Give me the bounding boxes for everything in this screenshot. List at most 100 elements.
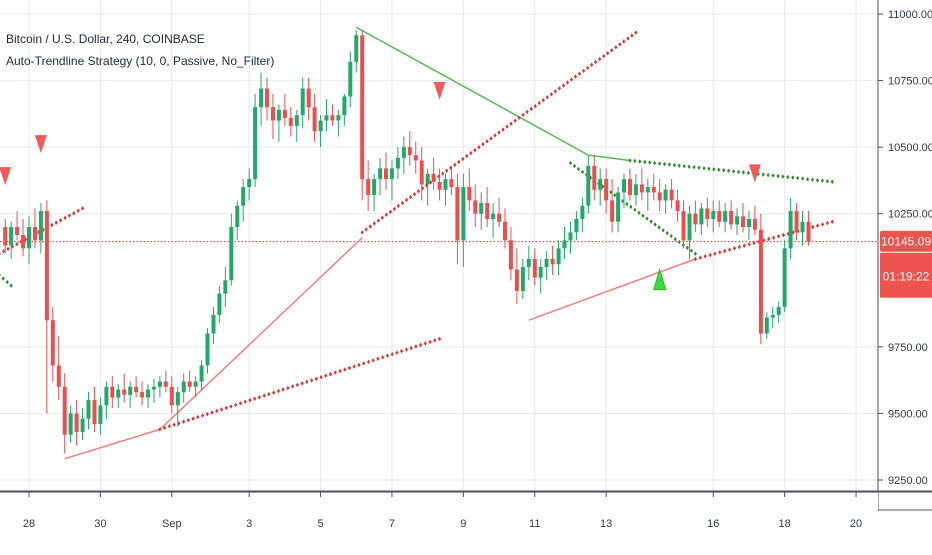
projection-dot-green	[643, 159, 647, 165]
price-tick-label: 9500.00	[888, 408, 928, 420]
projection-dot-red	[291, 384, 295, 389]
symbol-title[interactable]: Bitcoin / U.S. Dollar, 240, COINBASE	[6, 32, 205, 46]
time-tick-label: Sep	[162, 518, 182, 530]
projection-dot-red	[825, 220, 829, 226]
projection-dot-red	[737, 244, 741, 250]
projection-dot-red	[557, 86, 561, 91]
projection-dot-red	[395, 350, 399, 355]
projection-dot-red	[400, 348, 404, 354]
projection-dot-red	[517, 115, 521, 120]
candle-down	[163, 381, 168, 387]
projection-dot-red	[594, 59, 598, 65]
candle-down	[330, 115, 335, 121]
projection-dot-red	[229, 404, 233, 409]
projection-dot-red	[433, 338, 437, 343]
projection-dot-red	[372, 221, 376, 226]
projection-dot-green	[702, 166, 706, 171]
projection-dot-red	[390, 352, 394, 357]
projection-dot-red	[2, 249, 6, 254]
projection-dot-red	[582, 68, 586, 73]
candle-down	[360, 35, 365, 180]
candle-down	[503, 221, 507, 241]
projection-dot-green	[722, 168, 726, 173]
candle-down	[752, 219, 757, 230]
candle-down	[657, 192, 662, 201]
candle-down	[455, 187, 460, 241]
projection-dot-red	[409, 345, 413, 351]
projection-dot-green	[568, 160, 573, 166]
price-tick-label: 10750.00	[888, 76, 932, 88]
projection-dot-red	[626, 36, 630, 41]
projection-dot-red	[272, 390, 276, 395]
projection-dot-green	[629, 204, 633, 210]
projection-dot-red	[396, 203, 400, 209]
candle-up	[562, 240, 567, 249]
projection-dot-green	[637, 210, 641, 215]
projection-dot-red	[425, 183, 429, 188]
projection-dot-red	[219, 407, 224, 412]
projection-dot-red	[477, 145, 481, 150]
candle-up	[568, 232, 573, 241]
candle-down	[169, 386, 174, 406]
candle-down	[681, 211, 686, 241]
indicator-title[interactable]: Auto-Trendline Strategy (10, 0, Passive,…	[6, 54, 275, 68]
candle-down	[431, 173, 436, 182]
projection-dot-red	[384, 212, 388, 217]
candle-down	[675, 200, 680, 212]
projection-dot-red	[437, 336, 442, 342]
projection-dot-green	[667, 162, 671, 167]
projection-dot-red	[622, 39, 626, 44]
projection-dot-green	[633, 158, 637, 164]
candle-up	[687, 213, 692, 241]
candle-down	[271, 107, 275, 121]
candle-up	[723, 211, 728, 222]
time-tick-label: 9	[460, 518, 466, 530]
sell-signal-arrow	[748, 164, 761, 183]
projection-dot-red	[614, 45, 618, 50]
candle-up	[598, 179, 603, 190]
projection-dot-red	[421, 186, 425, 191]
projection-dot-green	[741, 170, 745, 175]
candle-up	[348, 61, 353, 97]
projection-dot-red	[63, 215, 67, 221]
candle-up	[259, 88, 264, 108]
last-price-tag: 10145.09	[881, 235, 931, 249]
candle-down	[56, 365, 61, 387]
projection-dot-red	[360, 230, 364, 235]
candle-down	[550, 259, 555, 265]
candle-down	[651, 187, 656, 193]
candle-down	[92, 400, 97, 425]
projection-dot-green	[825, 179, 829, 184]
projection-dot-green	[609, 190, 613, 195]
projection-dot-red	[606, 51, 610, 56]
projection-dot-red	[419, 342, 423, 348]
projection-dot-red	[537, 100, 541, 106]
time-tick-label: 20	[850, 518, 862, 530]
time-axis-panel[interactable]	[0, 491, 878, 550]
candle-down	[604, 179, 609, 201]
projection-dot-red	[772, 235, 776, 240]
candle-up	[146, 389, 150, 398]
projection-dot-red	[441, 171, 445, 176]
projection-dot-red	[362, 361, 366, 366]
candle-up	[735, 216, 740, 225]
projection-dot-red	[50, 222, 54, 228]
projection-dot-red	[811, 224, 815, 230]
projection-dot-red	[319, 375, 323, 380]
candle-up	[711, 211, 716, 220]
trendlines	[64, 26, 696, 460]
projection-dot-red	[243, 399, 247, 404]
projection-dot-green	[648, 160, 652, 165]
trendline-red	[64, 237, 363, 460]
projection-dot-red	[376, 218, 380, 223]
candle-down	[122, 389, 127, 395]
projection-dot-red	[598, 56, 602, 62]
projection-dot-red	[238, 401, 243, 406]
projection-dot-green	[1, 276, 5, 281]
candle-up	[764, 317, 769, 334]
price-tick-label: 11000.00	[888, 9, 932, 21]
projection-dot-green	[638, 159, 642, 164]
projection-dot-red	[172, 422, 176, 427]
